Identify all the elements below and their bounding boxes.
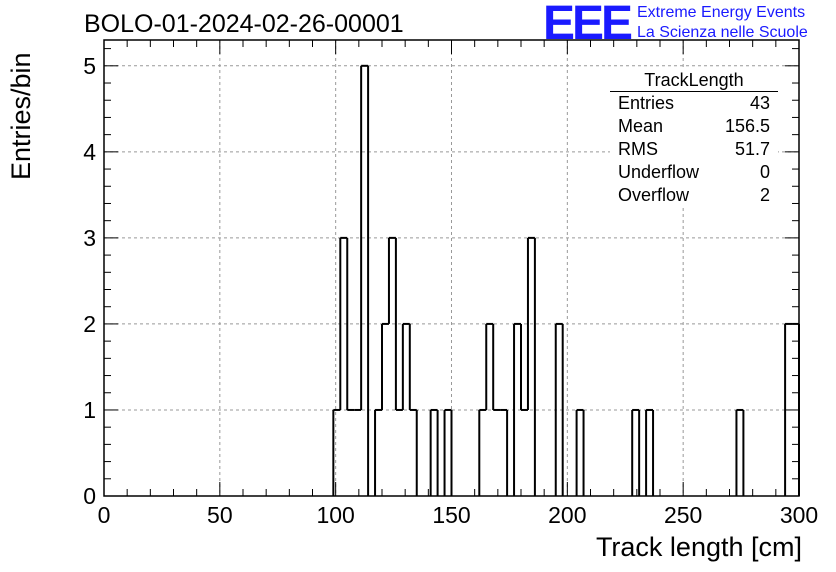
- stats-value: 0: [759, 162, 770, 182]
- stats-label: RMS: [618, 139, 658, 159]
- stats-divider: [610, 91, 778, 92]
- y-tick-label: 1: [83, 397, 96, 423]
- histogram-bin: [429, 408, 439, 496]
- x-tick-label: 100: [316, 502, 354, 528]
- y-tick-label: 5: [83, 53, 96, 79]
- histogram-bin: [526, 236, 536, 496]
- stats-value: 156.5: [724, 116, 770, 136]
- y-axis-label: Entries/bin: [6, 52, 36, 180]
- stats-value: 43: [749, 93, 770, 113]
- histogram-bin: [631, 408, 641, 496]
- histogram-bin: [443, 408, 453, 496]
- eee-logo: EEE: [543, 0, 633, 50]
- histogram-bin: [401, 322, 411, 410]
- tick-labels: 0 50 100 150 200 250 300 0 1 2 3 4 5: [83, 53, 818, 528]
- stats-label: Mean: [618, 116, 664, 136]
- y-tick-label: 3: [83, 225, 96, 251]
- histogram-bin: [409, 408, 418, 496]
- x-tick-label: 50: [207, 502, 233, 528]
- histogram-bin: [478, 408, 487, 496]
- histogram-bin: [339, 236, 349, 410]
- histogram-bin: [575, 408, 585, 496]
- stats-label: Overflow: [618, 185, 690, 205]
- stats-row-rms: RMS 51.7: [618, 139, 770, 161]
- histogram-bin: [381, 322, 389, 410]
- stats-row-mean: Mean 156.5: [618, 116, 770, 138]
- histogram-bin: [332, 408, 341, 496]
- x-tick-label: 250: [664, 502, 702, 528]
- histogram-bins: [332, 64, 800, 496]
- histogram-bin: [387, 236, 397, 410]
- y-tick-label: 0: [83, 483, 96, 509]
- stats-value: 2: [759, 185, 770, 205]
- histogram-bin: [645, 408, 655, 496]
- stats-row-entries: Entries 43: [618, 93, 770, 115]
- axis-ticks: [103, 40, 800, 497]
- chart-title: BOLO-01-2024-02-26-00001: [84, 10, 404, 38]
- histogram-bin: [513, 322, 522, 496]
- stats-row-overflow: Overflow 2: [618, 185, 770, 207]
- stats-label: Underflow: [618, 162, 700, 182]
- plot-frame: [103, 39, 800, 497]
- histogram-bin: [735, 408, 745, 496]
- stats-label: Entries: [618, 93, 675, 113]
- stats-box: TrackLength Entries 43 Mean 156.5 RMS 51…: [610, 68, 778, 208]
- histogram-bin: [500, 408, 509, 496]
- grid-lines: [104, 40, 799, 496]
- histogram-bin: [374, 408, 382, 496]
- histogram-bin: [485, 322, 495, 410]
- x-tick-label: 0: [98, 502, 111, 528]
- stats-row-underflow: Underflow 0: [618, 162, 770, 184]
- x-tick-label: 200: [548, 502, 586, 528]
- y-tick-label: 4: [83, 139, 96, 165]
- x-tick-label: 300: [780, 502, 818, 528]
- org-name-line1: Extreme Energy Events: [637, 4, 806, 21]
- x-tick-label: 150: [432, 502, 470, 528]
- stats-title: TrackLength: [644, 70, 744, 90]
- stats-value: 51.7: [734, 139, 770, 159]
- y-tick-label: 2: [83, 311, 96, 337]
- histogram-bin: [360, 64, 370, 496]
- histogram-bin: [554, 322, 564, 496]
- x-axis-label: Track length [cm]: [595, 532, 802, 562]
- org-name-line2: La Scienza nelle Scuole: [637, 24, 808, 41]
